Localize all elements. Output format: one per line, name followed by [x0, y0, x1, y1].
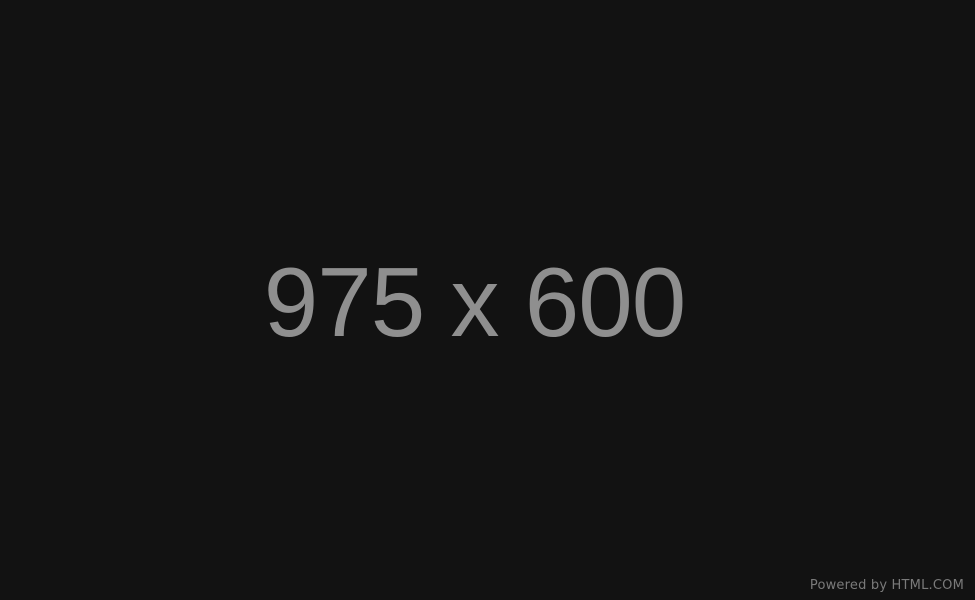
powered-by-credit: Powered by HTML.COM	[809, 578, 964, 593]
dimension-label: 975 x 600	[263, 247, 686, 357]
